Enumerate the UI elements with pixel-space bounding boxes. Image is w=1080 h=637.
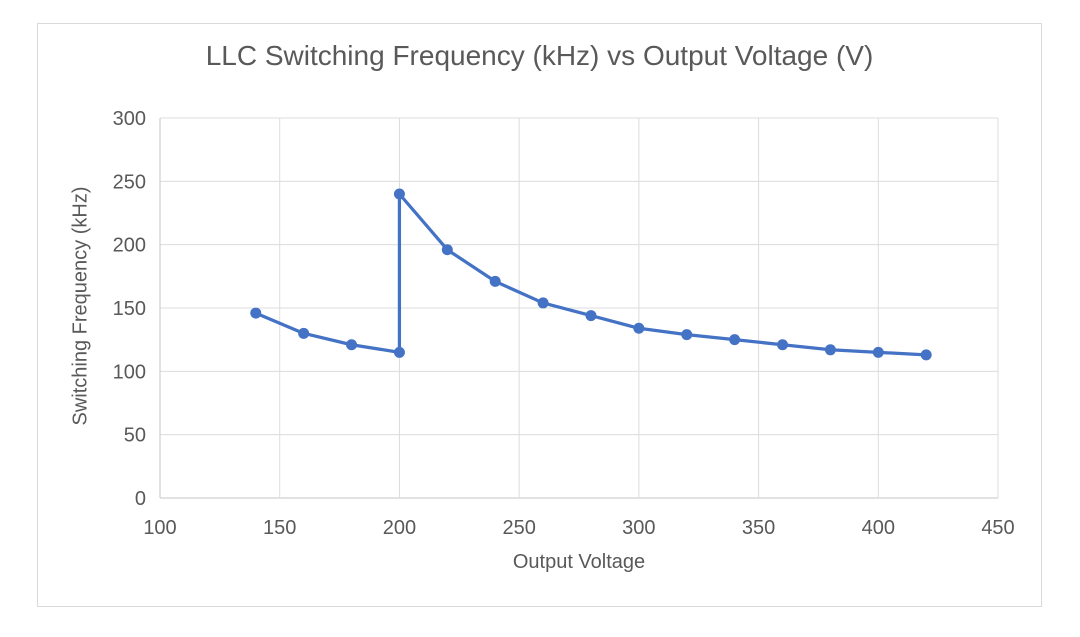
plot-area: 0 50 100 150 200 250 300 100 150 200 250 300 350 400 4… [113, 108, 1015, 539]
data-point-marker [872, 346, 884, 358]
data-point-marker [489, 275, 501, 287]
data-point-marker [537, 297, 549, 309]
x-tick-label: 350 [742, 517, 775, 539]
x-tick-label: 250 [502, 517, 535, 539]
y-tick-label: 150 [113, 298, 146, 320]
y-tick-label: 200 [113, 235, 146, 257]
data-point-marker [681, 329, 693, 341]
y-tick-label: 300 [113, 108, 146, 130]
chart-frame: LLC Switching Frequency (kHz) vs Output … [37, 23, 1042, 607]
data-point-marker [824, 344, 836, 356]
data-point-marker [729, 334, 741, 346]
data-point-marker [346, 339, 358, 351]
x-tick-label: 150 [263, 517, 296, 539]
data-point-marker [393, 346, 405, 358]
y-tick-label: 0 [135, 488, 146, 510]
y-tick-label: 100 [113, 361, 146, 383]
x-tick-label: 100 [143, 517, 176, 539]
data-series-line [254, 192, 928, 357]
data-point-marker [393, 188, 405, 200]
data-point-marker [441, 244, 453, 256]
data-point-marker [250, 307, 262, 319]
x-tick-label: 300 [622, 517, 655, 539]
chart-title: LLC Switching Frequency (kHz) vs Output … [205, 40, 874, 71]
y-tick-label: 50 [124, 425, 146, 447]
x-tick-label: 400 [862, 517, 895, 539]
x-tick-label: 200 [383, 517, 416, 539]
y-tick-label: 250 [113, 171, 146, 193]
x-tick-label: 450 [981, 517, 1014, 539]
data-point-marker [777, 339, 789, 351]
data-point-marker [920, 349, 932, 361]
data-point-marker [585, 310, 597, 322]
data-point-marker [633, 322, 645, 334]
x-axis-title: Output Voltage [512, 551, 646, 573]
data-point-marker [298, 327, 310, 339]
